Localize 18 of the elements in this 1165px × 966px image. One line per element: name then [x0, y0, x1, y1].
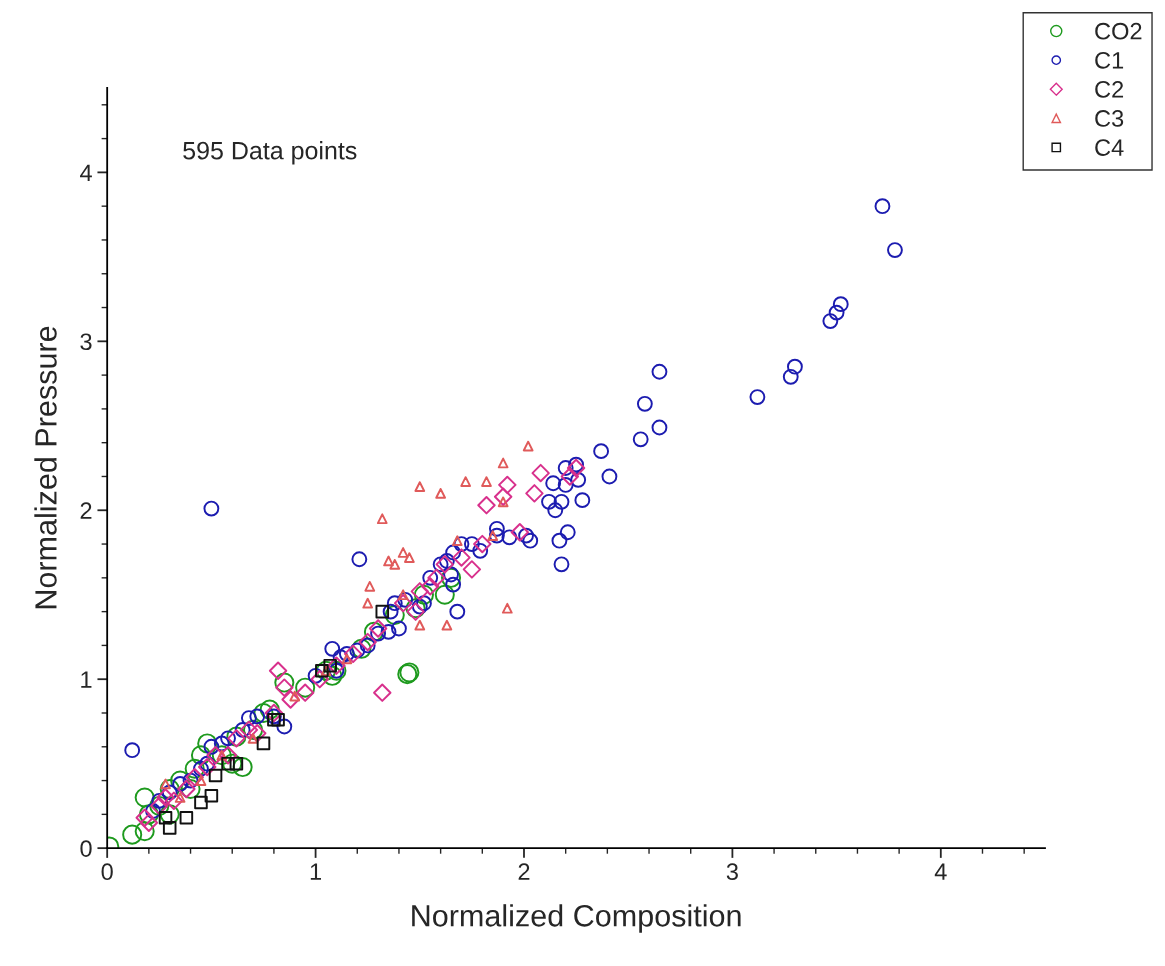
y-tick-label: 0: [80, 840, 92, 857]
legend-label: CO2: [1095, 22, 1142, 40]
y-tick-label: 4: [80, 164, 92, 181]
x-tick-label: 4: [934, 863, 947, 880]
x-tick-label: 3: [726, 863, 738, 881]
y-axis-title: Normalized Pressure: [34, 326, 57, 609]
x-tick-label: 0: [101, 863, 113, 881]
legend-label: C1: [1095, 51, 1124, 69]
x-axis-title: Normalized Composition: [412, 904, 741, 933]
y-tick-label: 1: [81, 671, 92, 688]
annotation: 595 Data points: [183, 141, 357, 165]
legend-label: C3: [1095, 110, 1124, 127]
legend-label: C4: [1095, 139, 1124, 156]
y-tick-label: 2: [80, 502, 92, 519]
x-tick-label: 1: [310, 863, 321, 880]
legend-label: C2: [1095, 81, 1124, 98]
x-tick-label: 2: [518, 863, 530, 880]
y-tick-label: 3: [80, 333, 92, 351]
